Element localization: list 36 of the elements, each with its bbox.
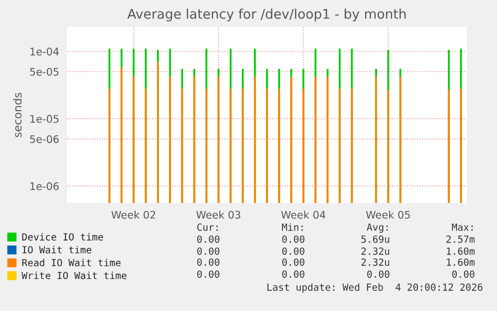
- text: 2.32u: [361, 247, 390, 255]
- text: 2.57m: [446, 235, 475, 243]
- y-tick-label: 1e-06: [30, 182, 59, 190]
- text: 0.00: [282, 235, 304, 243]
- text: 0.00: [282, 247, 304, 255]
- text: 1.60m: [446, 247, 475, 255]
- x-tick-label: Week 05: [366, 210, 410, 219]
- text: 0.00: [197, 247, 220, 255]
- text: 0.00: [197, 270, 220, 278]
- y-tick-label: 5e-05: [30, 68, 58, 76]
- text: Cur:: [197, 223, 218, 231]
- text: 0.00: [282, 258, 304, 266]
- legend-label: Write IO Wait time: [22, 272, 126, 280]
- text: 0.00: [197, 235, 220, 243]
- y-axis-title: seconds: [13, 92, 22, 138]
- legend-label: Read IO Wait time: [22, 258, 121, 266]
- text: Last update: Wed Feb 4 20:00:12 2026: [267, 283, 482, 293]
- chart-title: Average latency for /dev/loop1 - by month: [127, 8, 406, 22]
- text: Max:: [452, 224, 473, 231]
- x-tick-label: Week 03: [196, 210, 240, 219]
- text: Avg:: [366, 224, 388, 233]
- legend-label: Device IO time: [22, 233, 103, 241]
- legend-label: IO Wait time: [22, 246, 92, 254]
- text: 0.00: [367, 270, 390, 278]
- text: 0.00: [282, 270, 304, 278]
- text: 0.00: [452, 270, 474, 278]
- text: 0.00: [197, 258, 220, 266]
- text: Min:: [282, 223, 303, 231]
- text: 5.69u: [361, 235, 390, 243]
- y-tick-label: 1e-05: [30, 114, 58, 123]
- text: 2.32u: [361, 258, 390, 266]
- x-tick-label: Week 02: [111, 210, 156, 219]
- text: 1.60m: [446, 258, 475, 266]
- y-tick-label: 5e-06: [30, 135, 59, 144]
- x-tick-label: Week 04: [281, 210, 326, 219]
- y-tick-label: 1e-04: [30, 48, 59, 56]
